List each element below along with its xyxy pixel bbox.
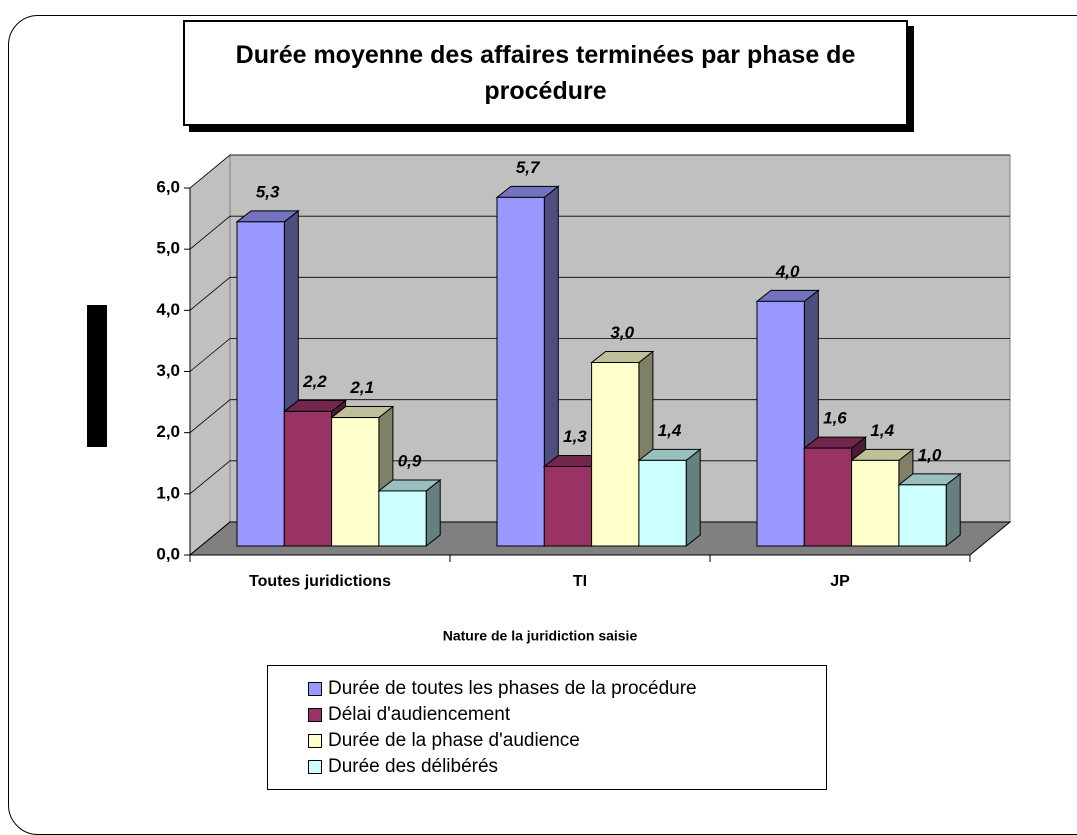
y-tick-label: 2,0 bbox=[156, 422, 180, 441]
value-label: 1,0 bbox=[918, 445, 942, 464]
value-label: 5,7 bbox=[516, 158, 541, 177]
value-label: 4,0 bbox=[775, 262, 800, 281]
legend-item: Durée de la phase d'audience bbox=[308, 728, 826, 754]
x-tick-label: Toutes juridictions bbox=[249, 573, 391, 590]
value-label: 3,0 bbox=[610, 323, 634, 342]
grid-line bbox=[189, 521, 1010, 556]
bar-side bbox=[685, 448, 701, 548]
bar-group bbox=[330, 405, 395, 548]
grid-line bbox=[189, 215, 1010, 250]
legend-item: Durée des délibérés bbox=[308, 754, 826, 780]
value-label: 1,6 bbox=[823, 409, 847, 428]
legend-label: Délai d'audiencement bbox=[328, 704, 511, 725]
bar-group bbox=[377, 478, 442, 548]
legend-swatch bbox=[308, 708, 322, 722]
y-tick-label: 0,0 bbox=[156, 544, 180, 563]
value-label: 2,1 bbox=[349, 378, 374, 397]
value-label: 0,9 bbox=[398, 451, 422, 470]
x-axis-title: Nature de la juridiction saisie bbox=[443, 628, 638, 644]
value-label: 1,4 bbox=[658, 421, 682, 440]
bar bbox=[331, 417, 380, 547]
bar bbox=[543, 465, 593, 547]
bar bbox=[898, 484, 947, 547]
y-tick-label: 5,0 bbox=[156, 239, 180, 258]
bar bbox=[756, 300, 805, 547]
grid-line bbox=[189, 154, 1010, 189]
grid-line bbox=[189, 460, 1010, 495]
page: {"chart_data": {"type": "bar", "title": … bbox=[8, 15, 1077, 835]
bar bbox=[851, 459, 900, 547]
value-label: 2,2 bbox=[302, 372, 327, 391]
bar bbox=[803, 447, 853, 547]
legend-item: Délai d'audiencement bbox=[308, 702, 826, 728]
legend-label: Durée de toutes les phases de la procédu… bbox=[328, 678, 697, 699]
bar bbox=[236, 221, 285, 547]
bar-group bbox=[637, 448, 702, 548]
y-tick-label: 6,0 bbox=[156, 177, 180, 196]
grid-line bbox=[189, 276, 1010, 311]
legend: Durée de toutes les phases de la procédu… bbox=[267, 665, 827, 790]
legend-swatch bbox=[308, 682, 322, 696]
legend-swatch bbox=[308, 760, 322, 774]
bar bbox=[283, 410, 333, 547]
bar bbox=[591, 362, 640, 547]
legend-label: Durée des délibérés bbox=[328, 756, 499, 777]
bar-side bbox=[945, 472, 961, 548]
y-tick-label: 3,0 bbox=[156, 361, 180, 380]
bar bbox=[496, 196, 545, 547]
value-label: 1,3 bbox=[563, 427, 587, 446]
legend-swatch bbox=[308, 734, 322, 748]
chart-title: Durée moyenne des affaires terminées par… bbox=[183, 20, 908, 126]
y-tick-label: 1,0 bbox=[156, 483, 180, 502]
legend-label: Durée de la phase d'audience bbox=[328, 730, 580, 751]
bar-group bbox=[897, 472, 962, 548]
chart: 0,0 1,0 2,0 3,0 4,0 5,0 6,0 Toutes juridictions… bbox=[156, 153, 1012, 644]
x-tick-label: JP bbox=[830, 573, 850, 590]
y-tick-label: 4,0 bbox=[156, 300, 180, 319]
bar bbox=[638, 459, 687, 547]
value-label: 1,4 bbox=[870, 421, 894, 440]
y-axis-label-redacted bbox=[87, 305, 107, 447]
bar-group bbox=[495, 185, 560, 548]
grid-line bbox=[189, 338, 1010, 372]
grid-line bbox=[189, 399, 1010, 433]
x-tick-label: TI bbox=[573, 573, 587, 590]
legend-item: Durée de toutes les phases de la procédu… bbox=[308, 676, 826, 702]
value-label: 5,3 bbox=[256, 182, 280, 201]
bar bbox=[378, 490, 427, 547]
